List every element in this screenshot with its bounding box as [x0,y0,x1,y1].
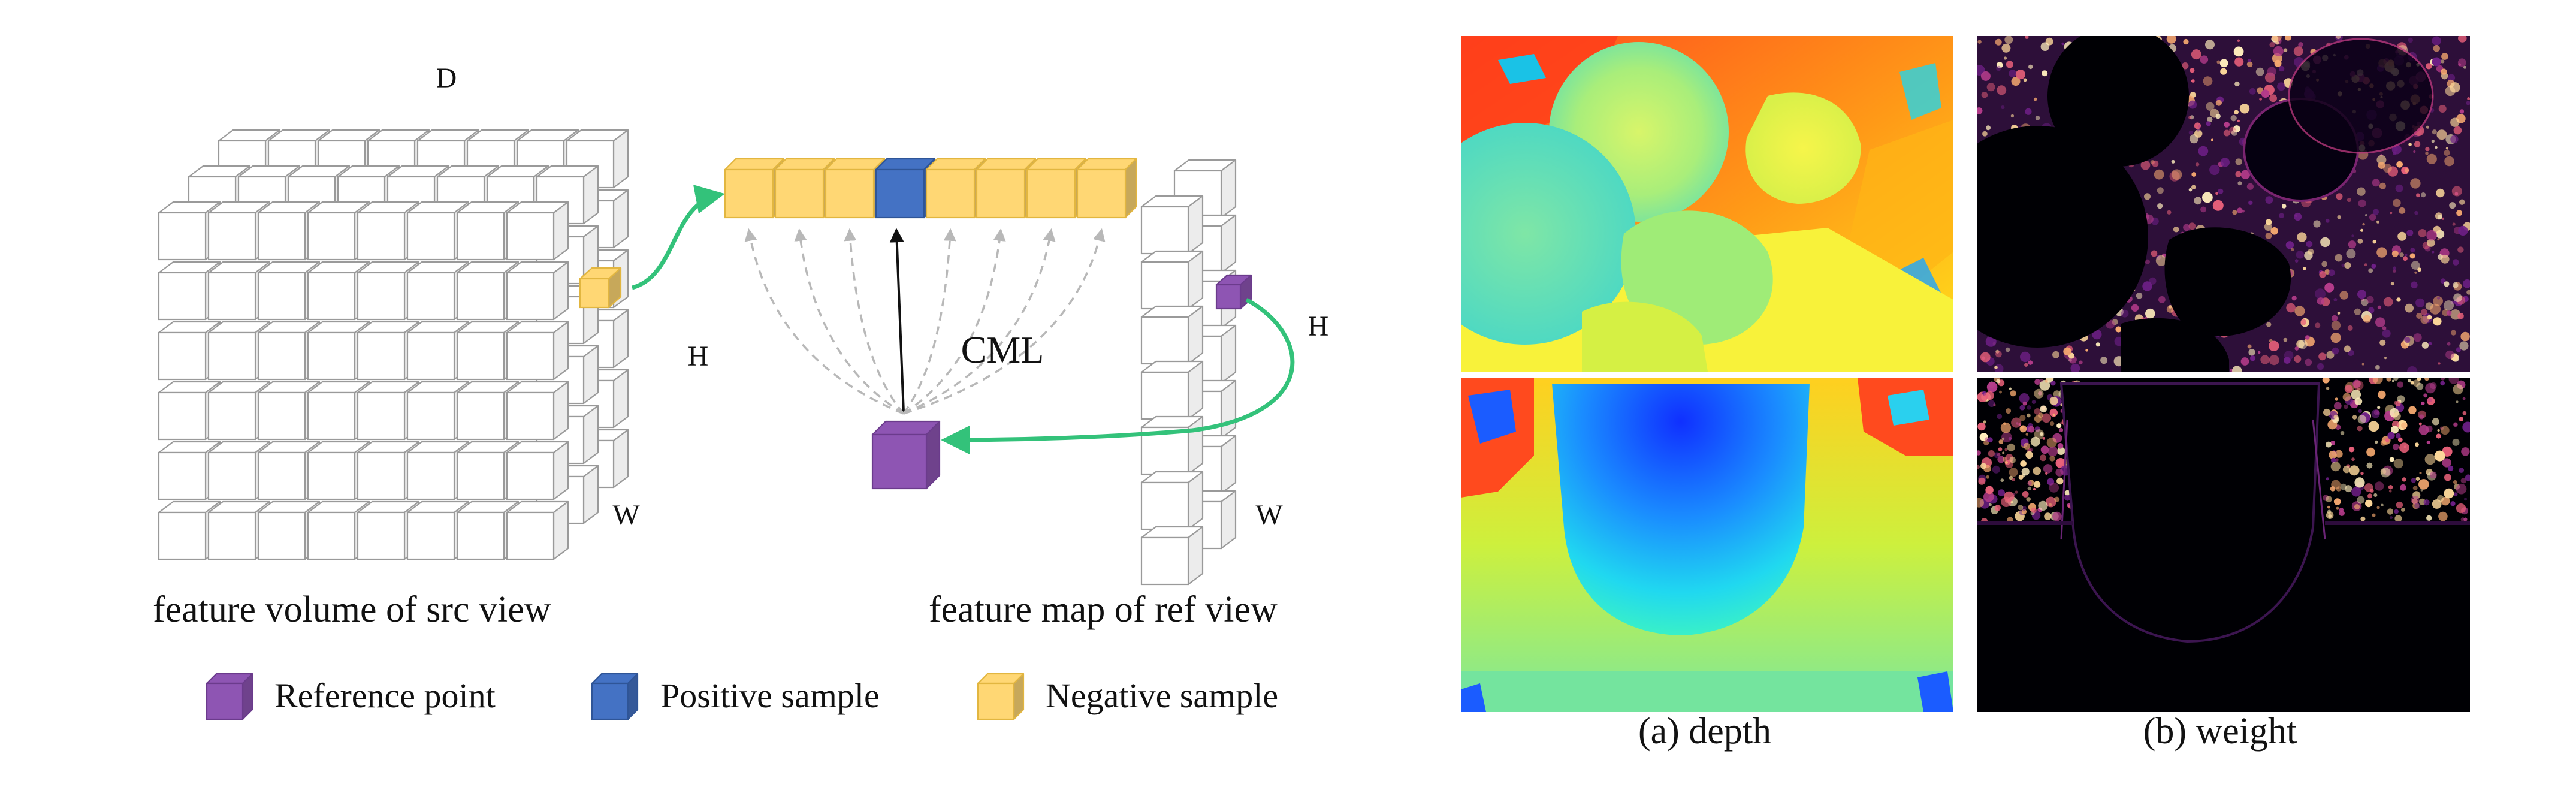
row-negative-cube [976,158,1037,219]
ref-map-cube [1140,471,1204,530]
weight-panels [1977,36,2470,712]
row-negative-cube [1076,158,1137,219]
depth-panels [1461,36,1953,712]
reference-point-cube [871,420,941,490]
src-view-caption: feature volume of src view [153,589,551,630]
legend-cube [206,673,253,720]
ref-feature-map [1140,159,1252,586]
volume-negative-cube [579,267,622,309]
h-axis-label-src: H [688,340,709,372]
legend-label-negative: Negative sample [1046,676,1278,715]
ref-map-cube [1140,195,1204,255]
cml-label: CML [961,328,1044,371]
legend-label-positive: Positive sample [660,676,880,715]
ref-map-cube [1140,305,1204,365]
volume-cube [506,381,569,441]
sampling-arrows [632,185,1295,455]
ref-view-caption: feature map of ref view [929,589,1278,630]
legend-swatch-negative [977,673,1025,720]
ref-map-cube [1140,415,1204,475]
volume-cube [357,321,420,381]
ref-map-reference-cube [1215,274,1252,310]
volume-cube [506,500,569,560]
legend-swatch-positive [591,673,639,720]
legend-cube [591,673,639,720]
legend-label-reference: Reference point [274,676,496,715]
legend-item-negative: Negative sample [977,673,1278,720]
w-axis-label-src: W [612,499,640,531]
depth-map-bottom [1461,378,1953,712]
ref-map-cube [1140,360,1204,420]
contrastive-diagram: D H W H W CML feature volume of src view… [153,62,1329,720]
volume-cube [506,201,569,261]
volume-cube [357,261,420,321]
weight-caption: (b) weight [2143,711,2297,752]
src-to-row-arrow [632,185,725,290]
volume-cube [506,321,569,381]
negative-push-arrow [903,228,1006,415]
negative-push-arrow [903,228,1056,415]
negative-push-arrow [903,228,1106,415]
ref-map-cube [1140,526,1204,586]
legend-cube [977,673,1025,720]
legend-item-positive: Positive sample [591,673,880,720]
depth-caption: (a) depth [1638,711,1771,752]
weight-map-top [1977,36,2470,372]
negative-push-arrow [902,228,956,415]
volume-cube [506,261,569,321]
positive-pull-arrow [889,228,905,413]
anchor-cube [871,420,941,490]
ref-to-anchor-arrow [941,297,1295,455]
negative-push-arrows [744,228,1106,415]
negative-push-arrow [794,228,904,415]
legend-swatch-reference [206,673,253,720]
depth-map-top [1461,36,1953,372]
negative-push-arrow [844,228,905,415]
h-axis-label-ref: H [1308,310,1329,342]
legend: Reference point Positive sample Negative… [206,673,1278,720]
weight-map-bottom [1977,378,2470,712]
src-feature-volume [158,129,629,560]
negative-push-arrow [744,228,904,415]
w-axis-label-ref: W [1255,499,1283,531]
sample-cube-row [724,158,1137,219]
legend-item-reference: Reference point [206,673,496,720]
ref-map-cube [1140,250,1204,310]
volume-cube [506,441,569,500]
d-axis-label: D [436,62,457,94]
